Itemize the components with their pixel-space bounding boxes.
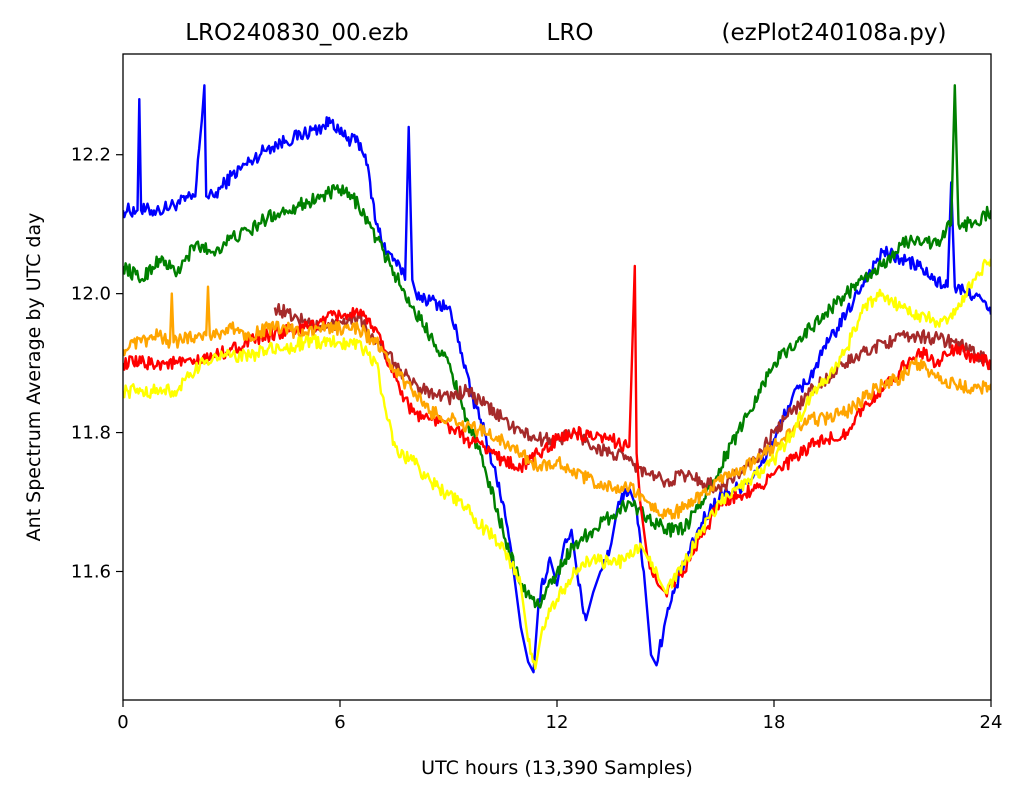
x-tick-label: 24 (980, 712, 1003, 733)
y-tick-label: 12.2 (71, 145, 111, 166)
series-line-0 (123, 84, 991, 674)
series-line-1 (123, 84, 991, 609)
y-axis-label: Ant Spectrum Average by UTC day (23, 213, 45, 542)
x-tick-label: 6 (334, 712, 345, 733)
y-tick-label: 12.0 (71, 284, 111, 305)
title-left: LRO240830_00.ezb (185, 20, 409, 46)
title-right: (ezPlot240108a.py) (722, 20, 947, 46)
series-line-4 (123, 285, 991, 520)
title-center: LRO (547, 20, 594, 46)
y-tick-label: 11.6 (71, 561, 111, 582)
x-tick-label: 0 (117, 712, 128, 733)
x-tick-label: 18 (763, 712, 786, 733)
tick-layer: 0 6 12 18 24 11.6 11.8 12.0 12.2 (71, 145, 1003, 733)
series-line-5 (123, 258, 991, 670)
y-tick-label: 11.8 (71, 423, 111, 444)
x-tick-label: 12 (546, 712, 569, 733)
x-axis-label: UTC hours (13,390 Samples) (421, 757, 693, 779)
plot-area (123, 84, 991, 674)
